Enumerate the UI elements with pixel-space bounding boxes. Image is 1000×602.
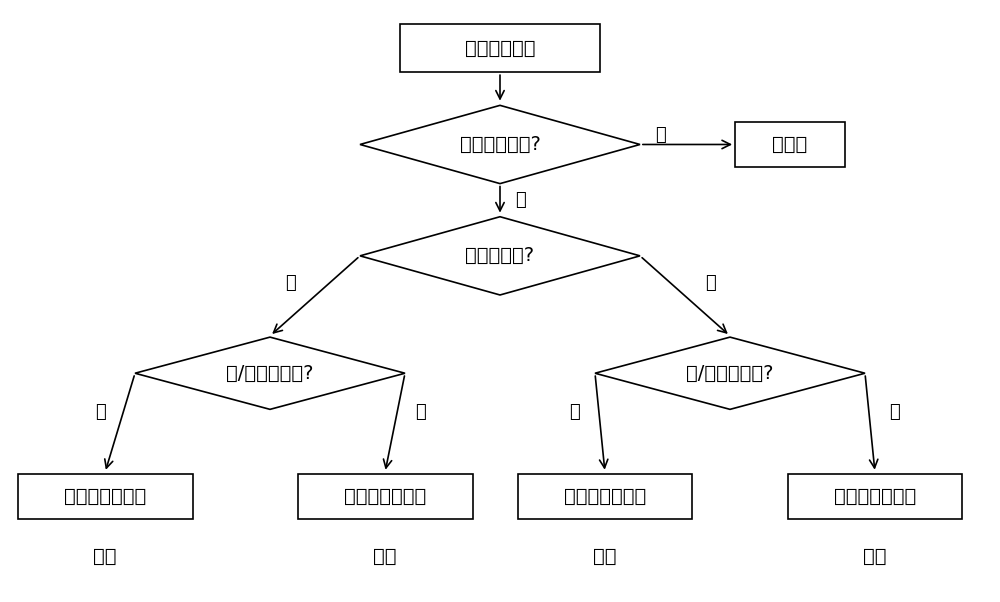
Text: 三路肌电均弱?: 三路肌电均弱? [460,135,540,154]
Text: 伸肌弱、屈肌强: 伸肌弱、屈肌强 [344,487,426,506]
Text: 不动作: 不动作 [772,135,808,154]
Text: 展拳: 展拳 [593,547,617,566]
Text: 伸肌强、屈肌弱: 伸肌强、屈肌弱 [64,487,146,506]
Text: 弱: 弱 [285,274,295,292]
Text: 否: 否 [515,191,525,209]
Text: 大: 大 [570,403,580,421]
Text: 伸肌强、屈肌弱: 伸肌强、屈肌弱 [564,487,646,506]
Text: 小: 小 [415,403,425,421]
Polygon shape [595,337,865,409]
Polygon shape [135,337,405,409]
FancyBboxPatch shape [518,474,692,519]
Polygon shape [360,105,640,184]
Text: 小: 小 [890,403,900,421]
Text: 强: 强 [705,274,715,292]
Text: 伸/屈肌信号比?: 伸/屈肌信号比? [226,364,314,383]
FancyBboxPatch shape [18,474,192,519]
FancyBboxPatch shape [735,122,845,167]
Text: 屈腕: 屈腕 [373,547,397,566]
FancyBboxPatch shape [400,24,600,72]
Text: 伸肌强、屈肌强: 伸肌强、屈肌强 [834,487,916,506]
Text: 指伸肌信号?: 指伸肌信号? [465,246,535,265]
Text: 握拳: 握拳 [863,547,887,566]
Text: 三路肌电采集: 三路肌电采集 [465,39,535,58]
Text: 伸腕: 伸腕 [93,547,117,566]
FancyBboxPatch shape [788,474,962,519]
Text: 伸/屈肌信号比?: 伸/屈肌信号比? [686,364,774,383]
Text: 大: 大 [95,403,105,421]
Polygon shape [360,217,640,295]
Text: 是: 是 [655,126,665,144]
FancyBboxPatch shape [298,474,473,519]
